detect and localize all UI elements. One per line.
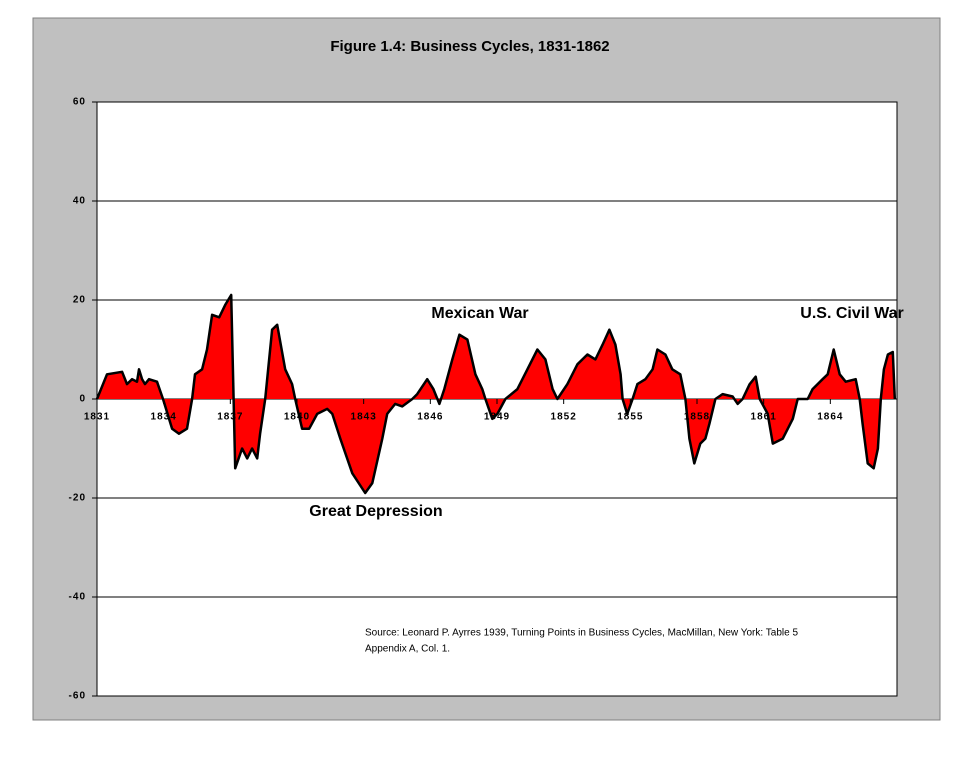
x-tick-label: 1831 [84, 412, 110, 423]
y-tick-label: 0 [79, 394, 86, 405]
source-line: Source: Leonard P. Ayrres 1939, Turning … [365, 628, 798, 639]
x-tick-label: 1846 [417, 412, 443, 423]
y-tick-label: -60 [69, 691, 86, 702]
x-tick-label: 1852 [551, 412, 577, 423]
annotation: Great Depression [309, 503, 442, 520]
x-tick-label: 1849 [484, 412, 510, 423]
y-tick-label: 60 [73, 97, 86, 108]
annotation: U.S. Civil War [800, 305, 903, 322]
y-tick-label: 20 [73, 295, 86, 306]
annotation: Mexican War [431, 305, 528, 322]
y-tick-label: 40 [73, 196, 86, 207]
x-tick-label: 1837 [217, 412, 243, 423]
x-tick-label: 1843 [351, 412, 377, 423]
x-tick-label: 1855 [617, 412, 643, 423]
x-tick-label: 1861 [751, 412, 777, 423]
y-tick-label: -20 [69, 493, 86, 504]
x-tick-label: 1858 [684, 412, 710, 423]
x-tick-label: 1864 [817, 412, 843, 423]
chart-title: Figure 1.4: Business Cycles, 1831-1862 [330, 38, 609, 55]
source-line: Appendix A, Col. 1. [365, 644, 450, 655]
area [97, 295, 895, 493]
source-note: Source: Leonard P. Ayrres 1939, Turning … [365, 628, 798, 655]
y-tick-label: -40 [69, 592, 86, 603]
line [95, 293, 897, 495]
x-tick-label: 1834 [151, 412, 177, 423]
x-tick-label: 1840 [284, 412, 310, 423]
plot: -60 -40 -20 0 20 40 60 1831 1834 1837 1840 1843 1846… [69, 97, 897, 702]
